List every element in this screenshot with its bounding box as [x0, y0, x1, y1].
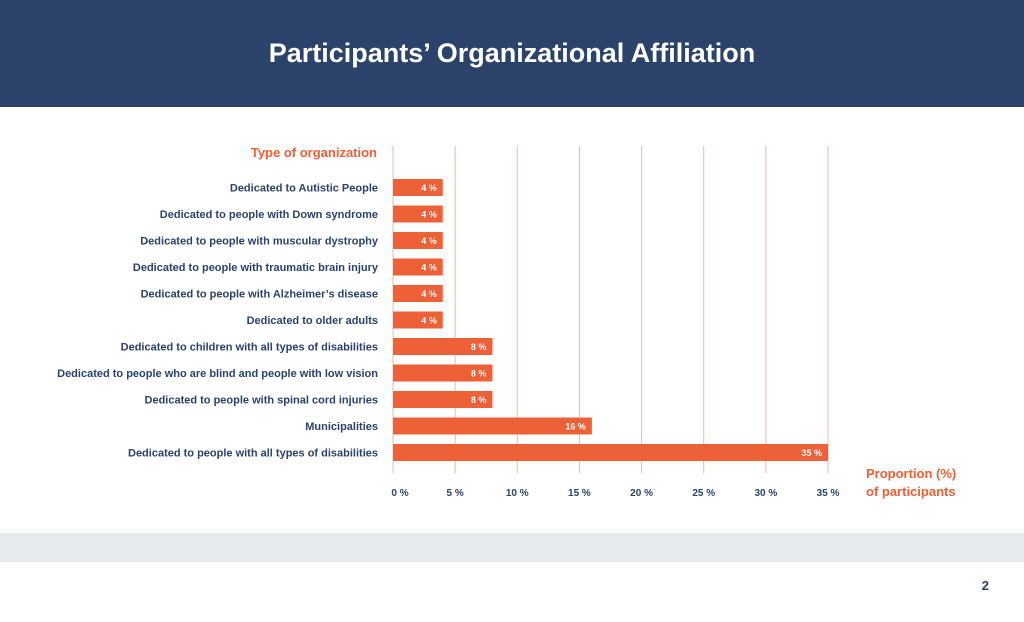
- bar: [393, 338, 493, 355]
- x-axis-title-line-1: Proportion (%): [866, 466, 956, 481]
- bar: [393, 232, 443, 249]
- y-axis-title: Type of organization: [251, 145, 377, 160]
- bar: [393, 205, 443, 223]
- bar: [393, 364, 493, 382]
- x-tick-label: 0 %: [391, 488, 408, 499]
- footer-band: [0, 533, 1024, 562]
- category-label: Dedicated to people with muscular dystro…: [140, 236, 379, 248]
- x-tick-label: 30 %: [754, 488, 777, 499]
- data-label: 16 %: [565, 422, 586, 432]
- x-tick-label: 5 %: [447, 488, 464, 499]
- category-label: Dedicated to people with spinal cord inj…: [145, 395, 378, 407]
- data-label: 8 %: [471, 369, 487, 379]
- data-label: 35 %: [801, 448, 822, 458]
- x-tick-label: 15 %: [568, 488, 591, 499]
- x-axis-title-line-2: of participants: [866, 484, 956, 499]
- bar: [393, 444, 828, 461]
- category-label: Dedicated to people with Down syndrome: [160, 209, 378, 221]
- category-label: Dedicated to Autistic People: [230, 183, 378, 195]
- data-label: 4 %: [421, 316, 437, 326]
- category-label: Dedicated to people with all types of di…: [128, 448, 378, 460]
- data-label: 4 %: [421, 210, 437, 220]
- x-tick-label: 35 %: [817, 488, 840, 499]
- category-label: Municipalities: [305, 421, 378, 433]
- bar: [393, 391, 493, 408]
- bar: [393, 311, 443, 329]
- data-label: 8 %: [471, 342, 487, 352]
- x-tick-label: 10 %: [506, 488, 529, 499]
- category-label: Dedicated to people with traumatic brain…: [133, 262, 379, 274]
- category-label: Dedicated to people with Alzheimer’s dis…: [141, 289, 378, 301]
- data-label: 4 %: [421, 289, 437, 299]
- bar: [393, 179, 443, 196]
- bar: [393, 285, 443, 302]
- page-title: Participants’ Organizational Affiliation: [268, 38, 756, 68]
- title-banner: Participants’ Organizational Affiliation: [0, 0, 1024, 107]
- data-label: 4 %: [421, 236, 437, 246]
- category-label: Dedicated to people who are blind and pe…: [57, 368, 378, 380]
- bar: [393, 417, 592, 435]
- x-tick-label: 25 %: [692, 488, 715, 499]
- category-label: Dedicated to children with all types of …: [121, 342, 378, 354]
- category-label: Dedicated to older adults: [247, 315, 378, 327]
- page-number: 2: [981, 578, 989, 593]
- bar-chart: Type of organization Dedicated to Autisti…: [57, 145, 956, 499]
- data-label: 8 %: [471, 395, 487, 405]
- data-label: 4 %: [421, 183, 437, 193]
- data-label: 4 %: [421, 263, 437, 273]
- bar: [393, 258, 443, 276]
- x-tick-label: 20 %: [630, 488, 653, 499]
